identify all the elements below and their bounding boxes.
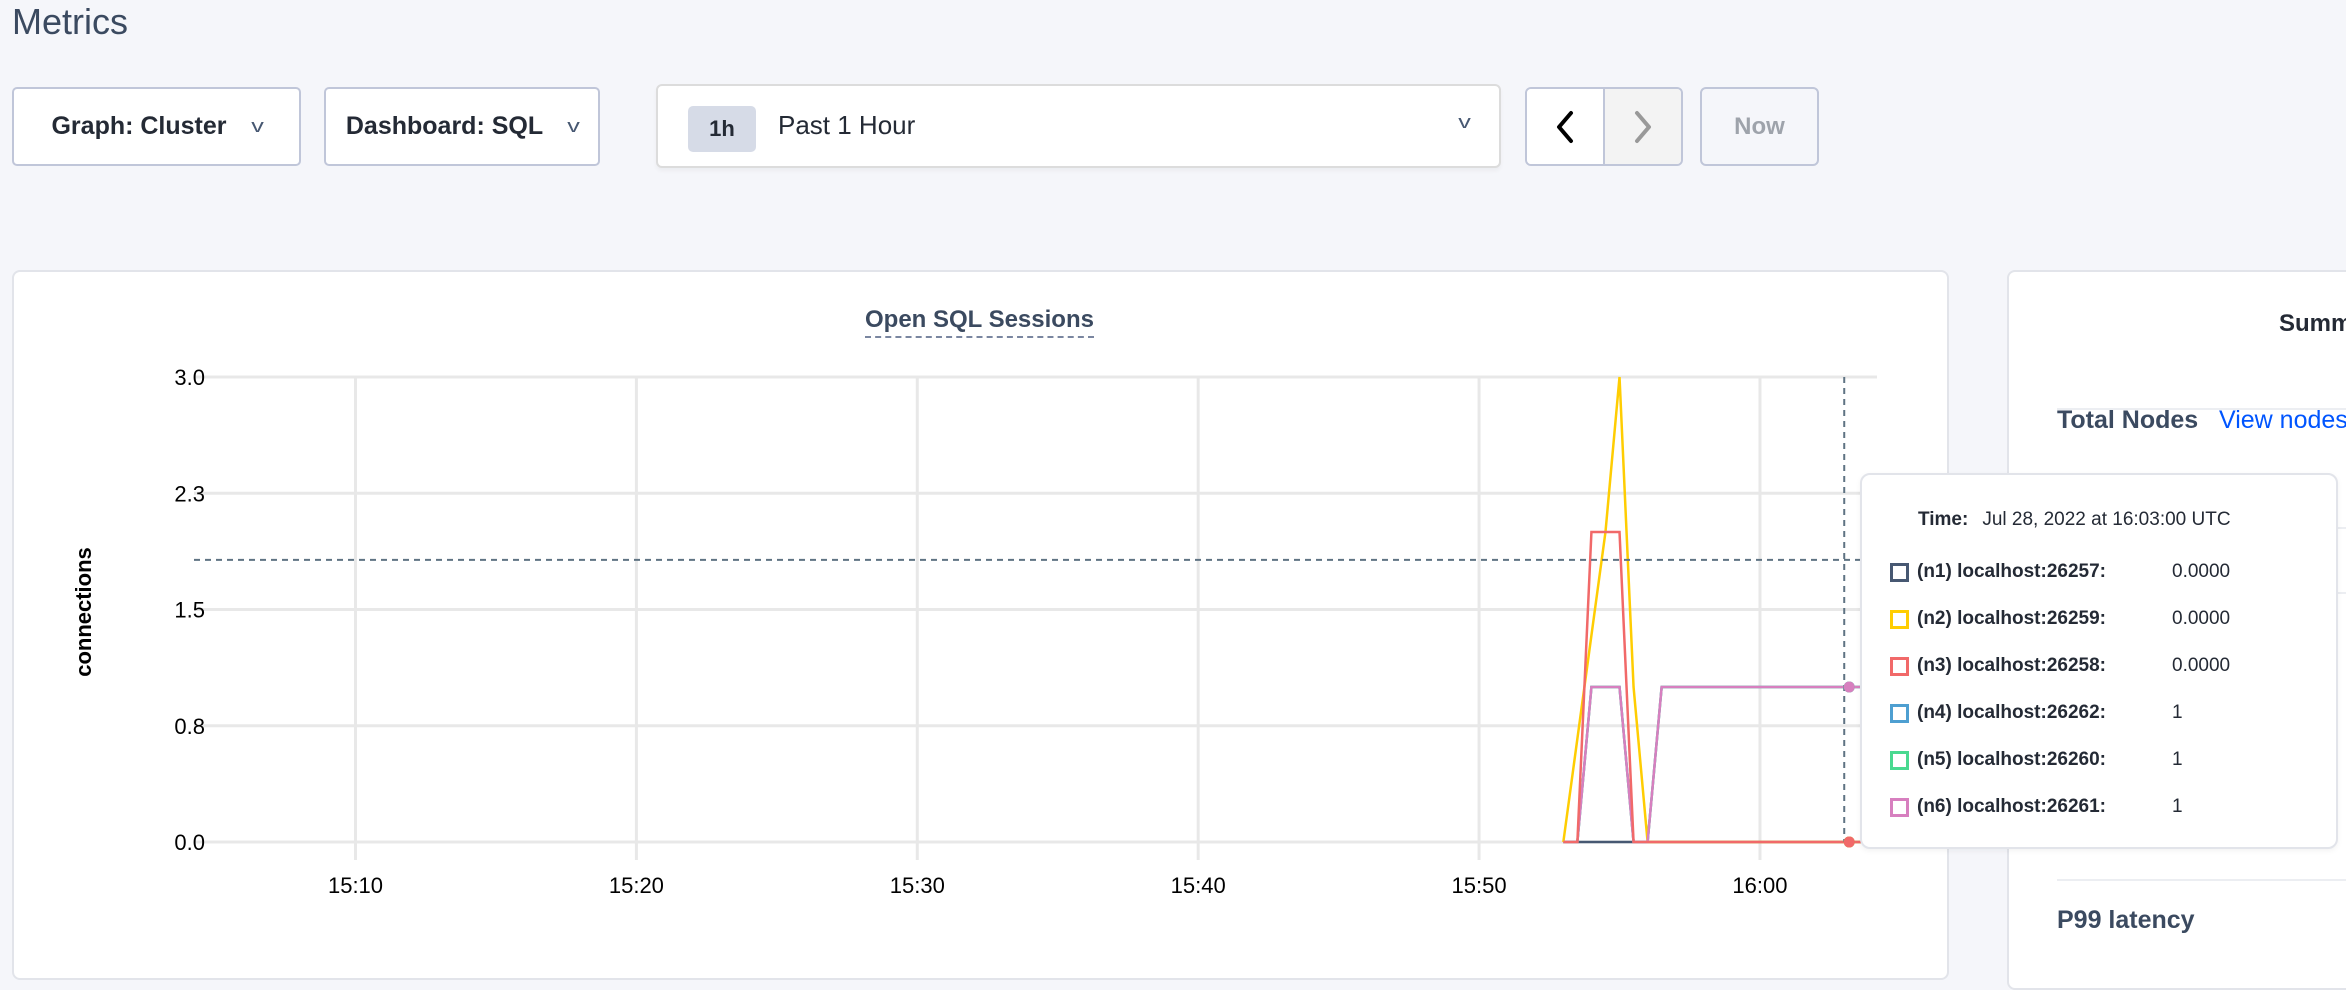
now-button[interactable]: Now: [1700, 87, 1819, 166]
series-line: [1563, 685, 1873, 844]
tooltip-row: (n5) localhost:26260: 1: [1890, 749, 2183, 771]
y-tick-label: 0.0: [174, 830, 205, 855]
tooltip-time-label: Time:: [1918, 509, 1969, 530]
tooltip-series-value: 0.0000: [2172, 608, 2231, 629]
tooltip-time: Time: Jul 28, 2022 at 16:03:00 UTC: [1918, 509, 2231, 531]
tooltip-row: (n1) localhost:26257: 0.0000: [1890, 561, 2230, 583]
chevron-down-icon: v: [1458, 112, 1471, 132]
graph-dropdown-label: Graph: Cluster: [51, 112, 227, 140]
y-tick-label: 0.8: [174, 714, 205, 739]
previous-button[interactable]: [1527, 89, 1605, 164]
tooltip-time-value: Jul 28, 2022 at 16:03:00 UTC: [1982, 509, 2231, 530]
tooltip-row: (n2) localhost:26259: 0.0000: [1890, 608, 2230, 630]
series-line: [1563, 685, 1873, 844]
tooltip-series-value: 0.0000: [2172, 561, 2231, 582]
dashboard-dropdown-label: Dashboard: SQL: [345, 112, 544, 140]
tooltip-series-value: 1: [2172, 796, 2183, 817]
hover-point: [1843, 836, 1855, 848]
series-swatch-icon: [1890, 703, 1909, 723]
x-tick-label: 15:40: [1171, 873, 1226, 898]
series-swatch-icon: [1890, 609, 1909, 629]
chevron-left-icon: [1557, 110, 1573, 143]
series-swatch-icon: [1890, 656, 1909, 676]
y-tick-label: 3.0: [174, 365, 205, 390]
next-button[interactable]: [1605, 89, 1681, 164]
tooltip-series-value: 1: [2172, 749, 2183, 770]
tooltip-series-name: (n1) localhost:26257:: [1917, 561, 2106, 582]
chart-tooltip: Time: Jul 28, 2022 at 16:03:00 UTC (n1) l…: [1860, 473, 2338, 849]
time-range-selector[interactable]: 1h Past 1 Hour v: [656, 84, 1501, 168]
divider: [2057, 408, 2346, 410]
total-nodes-label: Total Nodes: [2057, 406, 2199, 434]
summary-title: Summ: [2279, 310, 2346, 337]
x-tick-label: 16:00: [1732, 873, 1787, 898]
chevron-down-icon: v: [567, 116, 580, 136]
series-line: [1563, 530, 1873, 844]
hover-point: [1843, 681, 1855, 693]
p99-latency-label: P99 latency: [2057, 906, 2195, 934]
tooltip-series-name: (n4) localhost:26262:: [1917, 702, 2106, 723]
time-range-badge: 1h: [688, 106, 756, 152]
graph-dropdown[interactable]: Graph: Cluster v: [12, 87, 301, 166]
time-nav-arrows: [1525, 87, 1683, 166]
series-swatch-icon: [1890, 750, 1909, 770]
dashboard-dropdown[interactable]: Dashboard: SQL v: [324, 87, 600, 166]
divider: [2057, 879, 2346, 881]
page-title: Metrics: [12, 1, 128, 42]
y-tick-label: 1.5: [174, 598, 205, 623]
series-line: [1563, 685, 1873, 844]
tooltip-series-name: (n6) localhost:26261:: [1917, 796, 2106, 817]
series-swatch-icon: [1890, 562, 1909, 582]
x-tick-label: 15:20: [609, 873, 664, 898]
view-nodes-link[interactable]: View nodes: [2219, 406, 2346, 434]
chart-title[interactable]: Open SQL Sessions: [865, 306, 1094, 338]
tooltip-series-name: (n3) localhost:26258:: [1917, 655, 2106, 676]
tooltip-row: (n6) localhost:26261: 1: [1890, 796, 2183, 818]
chevron-right-icon: [1635, 110, 1651, 143]
x-tick-label: 15:10: [328, 873, 383, 898]
x-tick-label: 15:30: [890, 873, 945, 898]
chevron-down-icon: v: [250, 116, 264, 136]
tooltip-row: (n3) localhost:26258: 0.0000: [1890, 655, 2230, 677]
time-range-label: Past 1 Hour: [778, 110, 916, 140]
tooltip-series-value: 0.0000: [2172, 655, 2231, 676]
series-swatch-icon: [1890, 797, 1909, 817]
tooltip-series-value: 1: [2172, 702, 2183, 723]
x-tick-label: 15:50: [1452, 873, 1507, 898]
tooltip-series-name: (n5) localhost:26260:: [1917, 749, 2106, 770]
tooltip-series-name: (n2) localhost:26259:: [1917, 608, 2106, 629]
y-tick-label: 2.3: [174, 481, 205, 506]
chart-card: [12, 270, 1949, 980]
tooltip-row: (n4) localhost:26262: 1: [1890, 702, 2183, 724]
